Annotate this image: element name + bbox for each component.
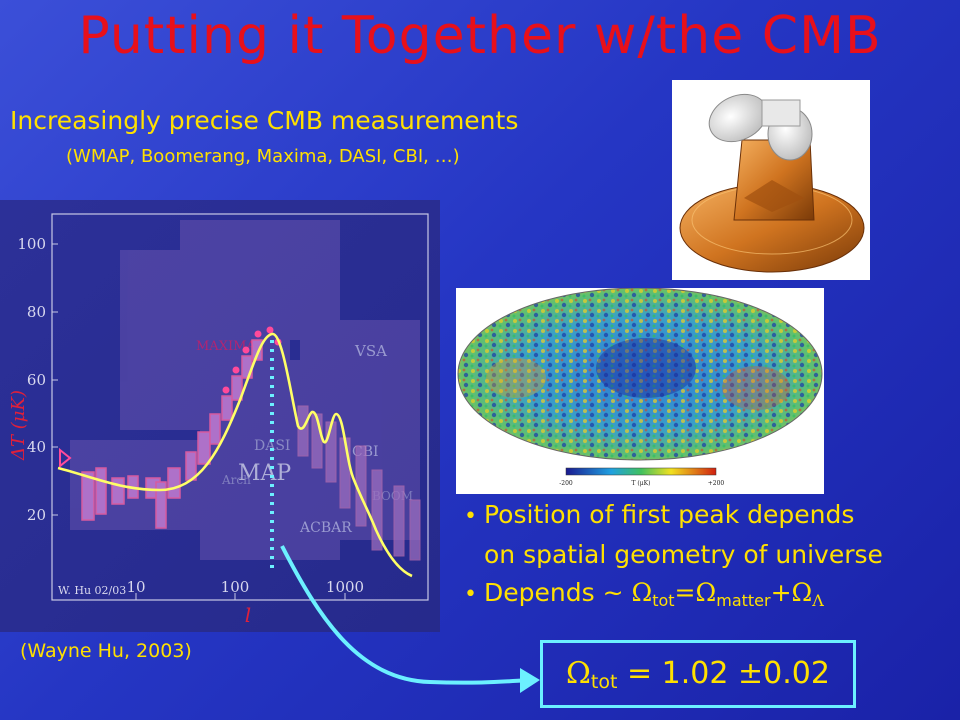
x-tick-100: 100 — [221, 578, 250, 596]
omega-symbol: Ω — [791, 578, 813, 607]
y-axis-label: ΔT (μK) — [8, 390, 29, 461]
plus-minus-symbol: ± — [738, 656, 764, 691]
x-tick-10: 10 — [126, 578, 145, 596]
y-tick-60: 60 — [27, 371, 46, 389]
result-error: 0.02 — [763, 656, 830, 691]
omega-symbol: Ω — [695, 578, 717, 607]
label-vsa: VSA — [354, 342, 387, 360]
bullet-dot-icon: • — [464, 582, 477, 607]
y-tick-40: 40 — [27, 438, 46, 456]
bullet-2-prefix: Depends ~ — [484, 578, 632, 607]
result-value: = 1.02 — [617, 656, 738, 691]
bullet-2: • Depends ~ Ωtot=Ωmatter+ΩΛ — [464, 574, 883, 620]
colorbar-max: +200 — [708, 480, 725, 487]
label-maxima: MAXIMA — [196, 339, 256, 354]
satellite-icon — [679, 93, 865, 273]
wmap-satellite-image — [672, 80, 870, 280]
x-axis-label: l — [245, 603, 251, 627]
bullet-1-line-2: on spatial geometry of universe — [484, 540, 883, 569]
power-spectrum-svg: 100 80 60 40 20 10 100 1000 ΔT (μK) l W.… — [0, 200, 440, 632]
matter-subscript: matter — [716, 591, 771, 610]
bullet-1: • Position of first peak depends — [464, 496, 883, 536]
figure-credit: (Wayne Hu, 2003) — [20, 640, 192, 662]
omega-symbol: Ω — [566, 656, 591, 691]
sky-map-svg: -200 T (μK) +200 — [457, 287, 823, 487]
arrow-head-icon — [520, 668, 540, 693]
plus-sign: + — [770, 578, 792, 607]
y-tick-20: 20 — [27, 506, 46, 524]
x-tick-1000: 1000 — [326, 578, 364, 596]
omega-total-result-box: Ωtot = 1.02 ±0.02 — [540, 640, 856, 708]
experiments-list: (WMAP, Boomerang, Maxima, DASI, CBI, …) — [66, 146, 460, 167]
lambda-subscript: Λ — [812, 591, 824, 610]
y-tick-100: 100 — [17, 235, 46, 253]
label-acbar: ACBAR — [299, 520, 352, 536]
equals-sign: = — [674, 578, 696, 607]
slide-title: Putting it Together w/the CMB — [78, 6, 882, 66]
power-spectrum-figure: 100 80 60 40 20 10 100 1000 ΔT (μK) l W.… — [0, 200, 440, 632]
colorbar-label: T (μK) — [632, 480, 651, 487]
omega-symbol: Ω — [631, 578, 653, 607]
label-arch: Arch — [221, 473, 251, 487]
best-fit-curve — [57, 332, 413, 578]
subtitle: Increasingly precise CMB measurements — [10, 106, 519, 135]
result-subscript: tot — [590, 671, 618, 693]
bullet-dot-icon: • — [464, 504, 477, 529]
tot-subscript: tot — [652, 591, 675, 610]
plot-signature: W. Hu 02/03 — [58, 584, 126, 597]
colorbar-min: -200 — [559, 480, 573, 487]
label-dasi: DASI — [254, 438, 290, 454]
y-tick-80: 80 — [27, 303, 46, 321]
bullet-1-line-1: Position of first peak depends — [484, 500, 855, 529]
label-map: MAP — [238, 461, 291, 486]
cmb-sky-map-image: -200 T (μK) +200 — [456, 287, 824, 494]
bullet-list: • Position of first peak depends on spati… — [464, 496, 883, 620]
